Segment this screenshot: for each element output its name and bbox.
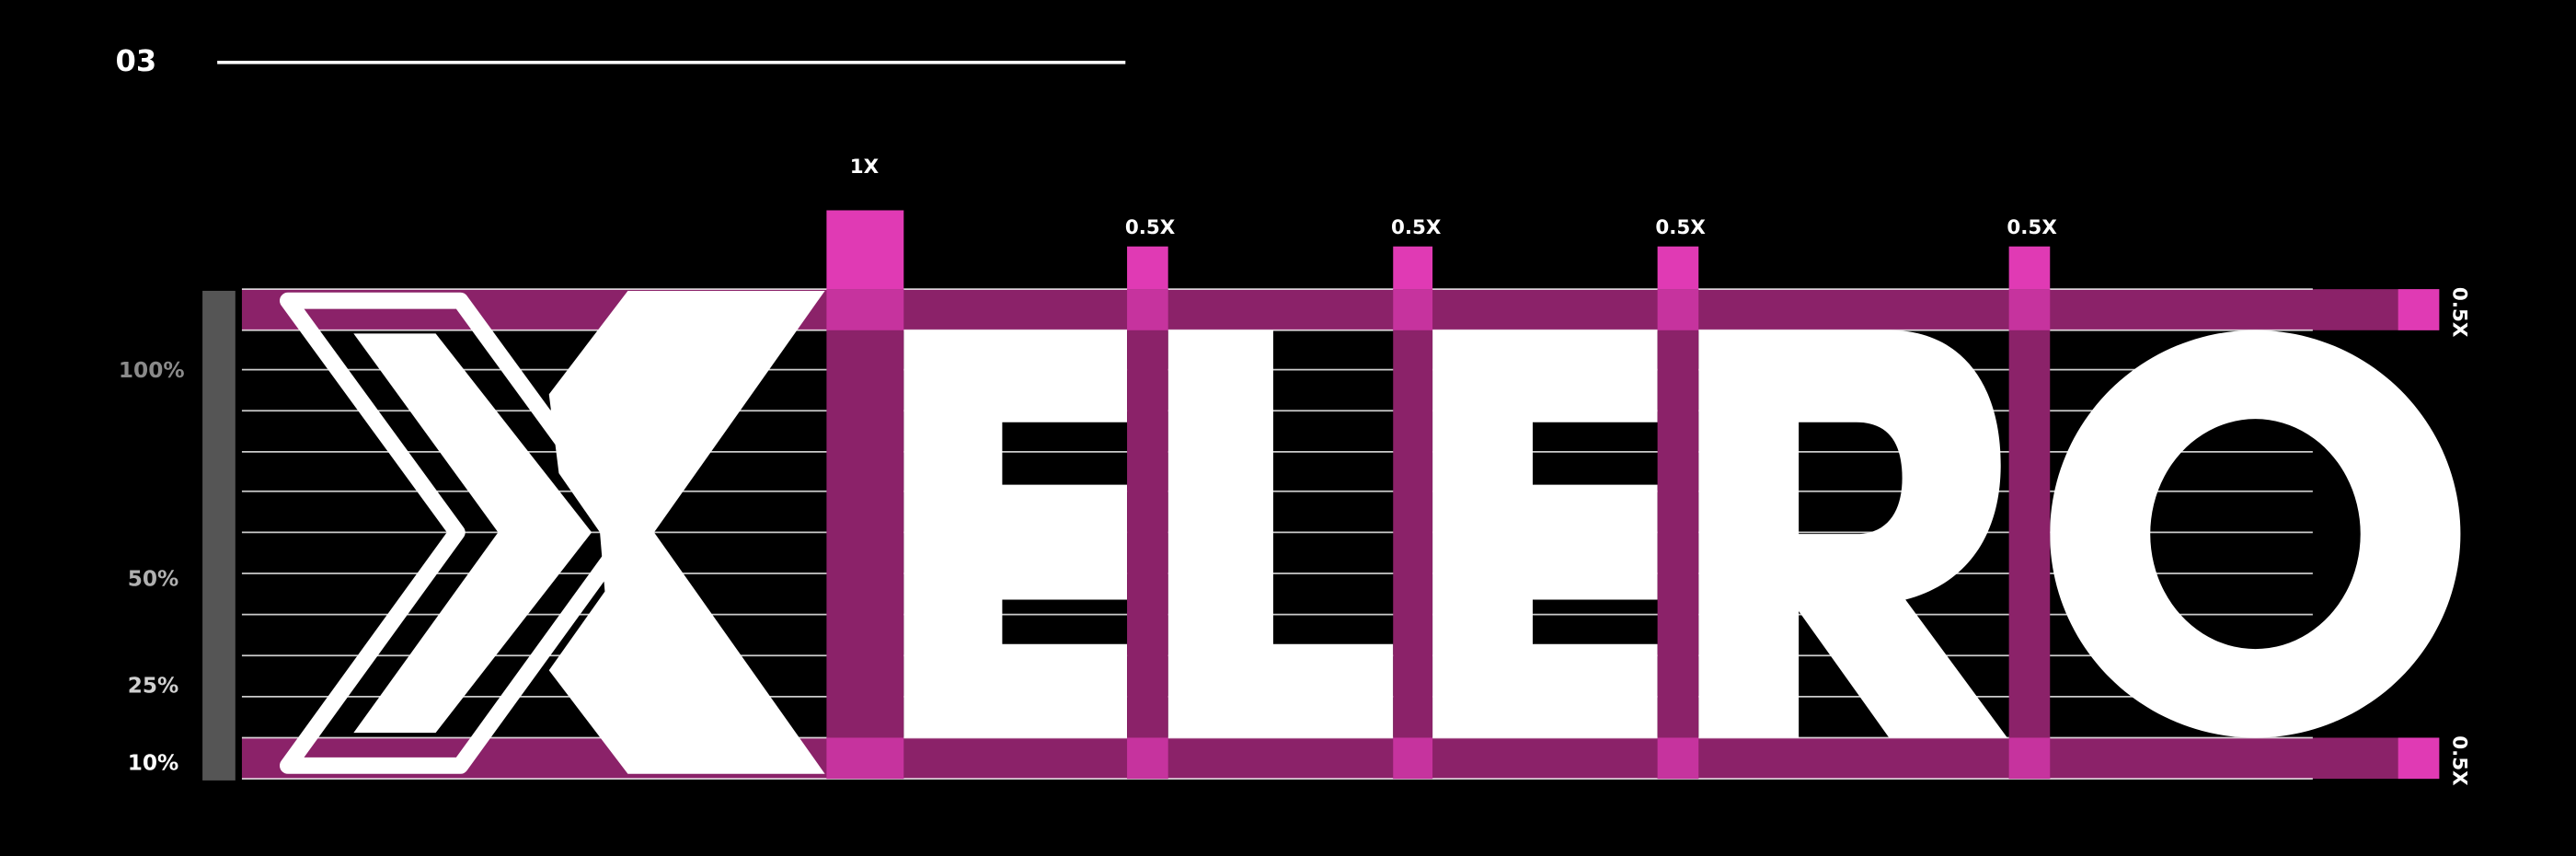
column (1657, 289, 1699, 780)
spacing-label: 0.5X (1125, 216, 1176, 239)
letter-e (903, 330, 1128, 738)
section-number: 03 (115, 43, 156, 78)
percent-label: 10% (128, 751, 179, 776)
bottom-band (241, 737, 2440, 780)
column-band-overlap (826, 737, 904, 780)
top-band (241, 289, 2440, 330)
column-band-overlap (1127, 289, 1168, 330)
spacing-label: 1X (850, 156, 880, 179)
column (826, 289, 904, 780)
bottom-band-unit (2398, 737, 2440, 780)
percent-label: 50% (128, 567, 179, 592)
x-mark (279, 290, 825, 774)
x-outline (279, 292, 638, 774)
wordmark (903, 330, 2461, 738)
column-band-overlap (2008, 737, 2051, 780)
letter-l (1167, 330, 1394, 738)
column (1393, 289, 1433, 780)
column-band-overlap (1657, 737, 1699, 780)
percent-label: 100% (119, 358, 185, 383)
top-band-unit (2398, 289, 2440, 330)
x-chevron (353, 333, 592, 734)
percent-label: 25% (128, 674, 179, 699)
column-unit (826, 210, 904, 290)
column-band-overlap (1657, 289, 1699, 330)
column-unit (1657, 246, 1699, 290)
letter-r (1698, 330, 2007, 738)
height-bar (202, 290, 236, 781)
column (2008, 289, 2051, 780)
column-band-overlap (2008, 289, 2051, 330)
spacing-columns (826, 210, 2051, 780)
spacing-label: 0.5X (1655, 216, 1706, 239)
column-unit (1393, 246, 1433, 290)
letter-o (2050, 330, 2461, 738)
spacing-label: 0.5X (2007, 216, 2057, 239)
column-band-overlap (1393, 737, 1433, 780)
column-band-overlap (1127, 737, 1168, 780)
spacing-label: 0.5X (1391, 216, 1442, 239)
column-band-overlap (826, 289, 904, 330)
column-band-overlap (1393, 289, 1433, 330)
spacing-label: 0.5X (2448, 287, 2471, 338)
column-unit (1127, 246, 1168, 290)
column (1127, 289, 1168, 780)
column-unit (2008, 246, 2051, 290)
letter-e (1432, 330, 1658, 738)
spacing-label: 0.5X (2448, 735, 2471, 786)
x-body (548, 290, 825, 774)
